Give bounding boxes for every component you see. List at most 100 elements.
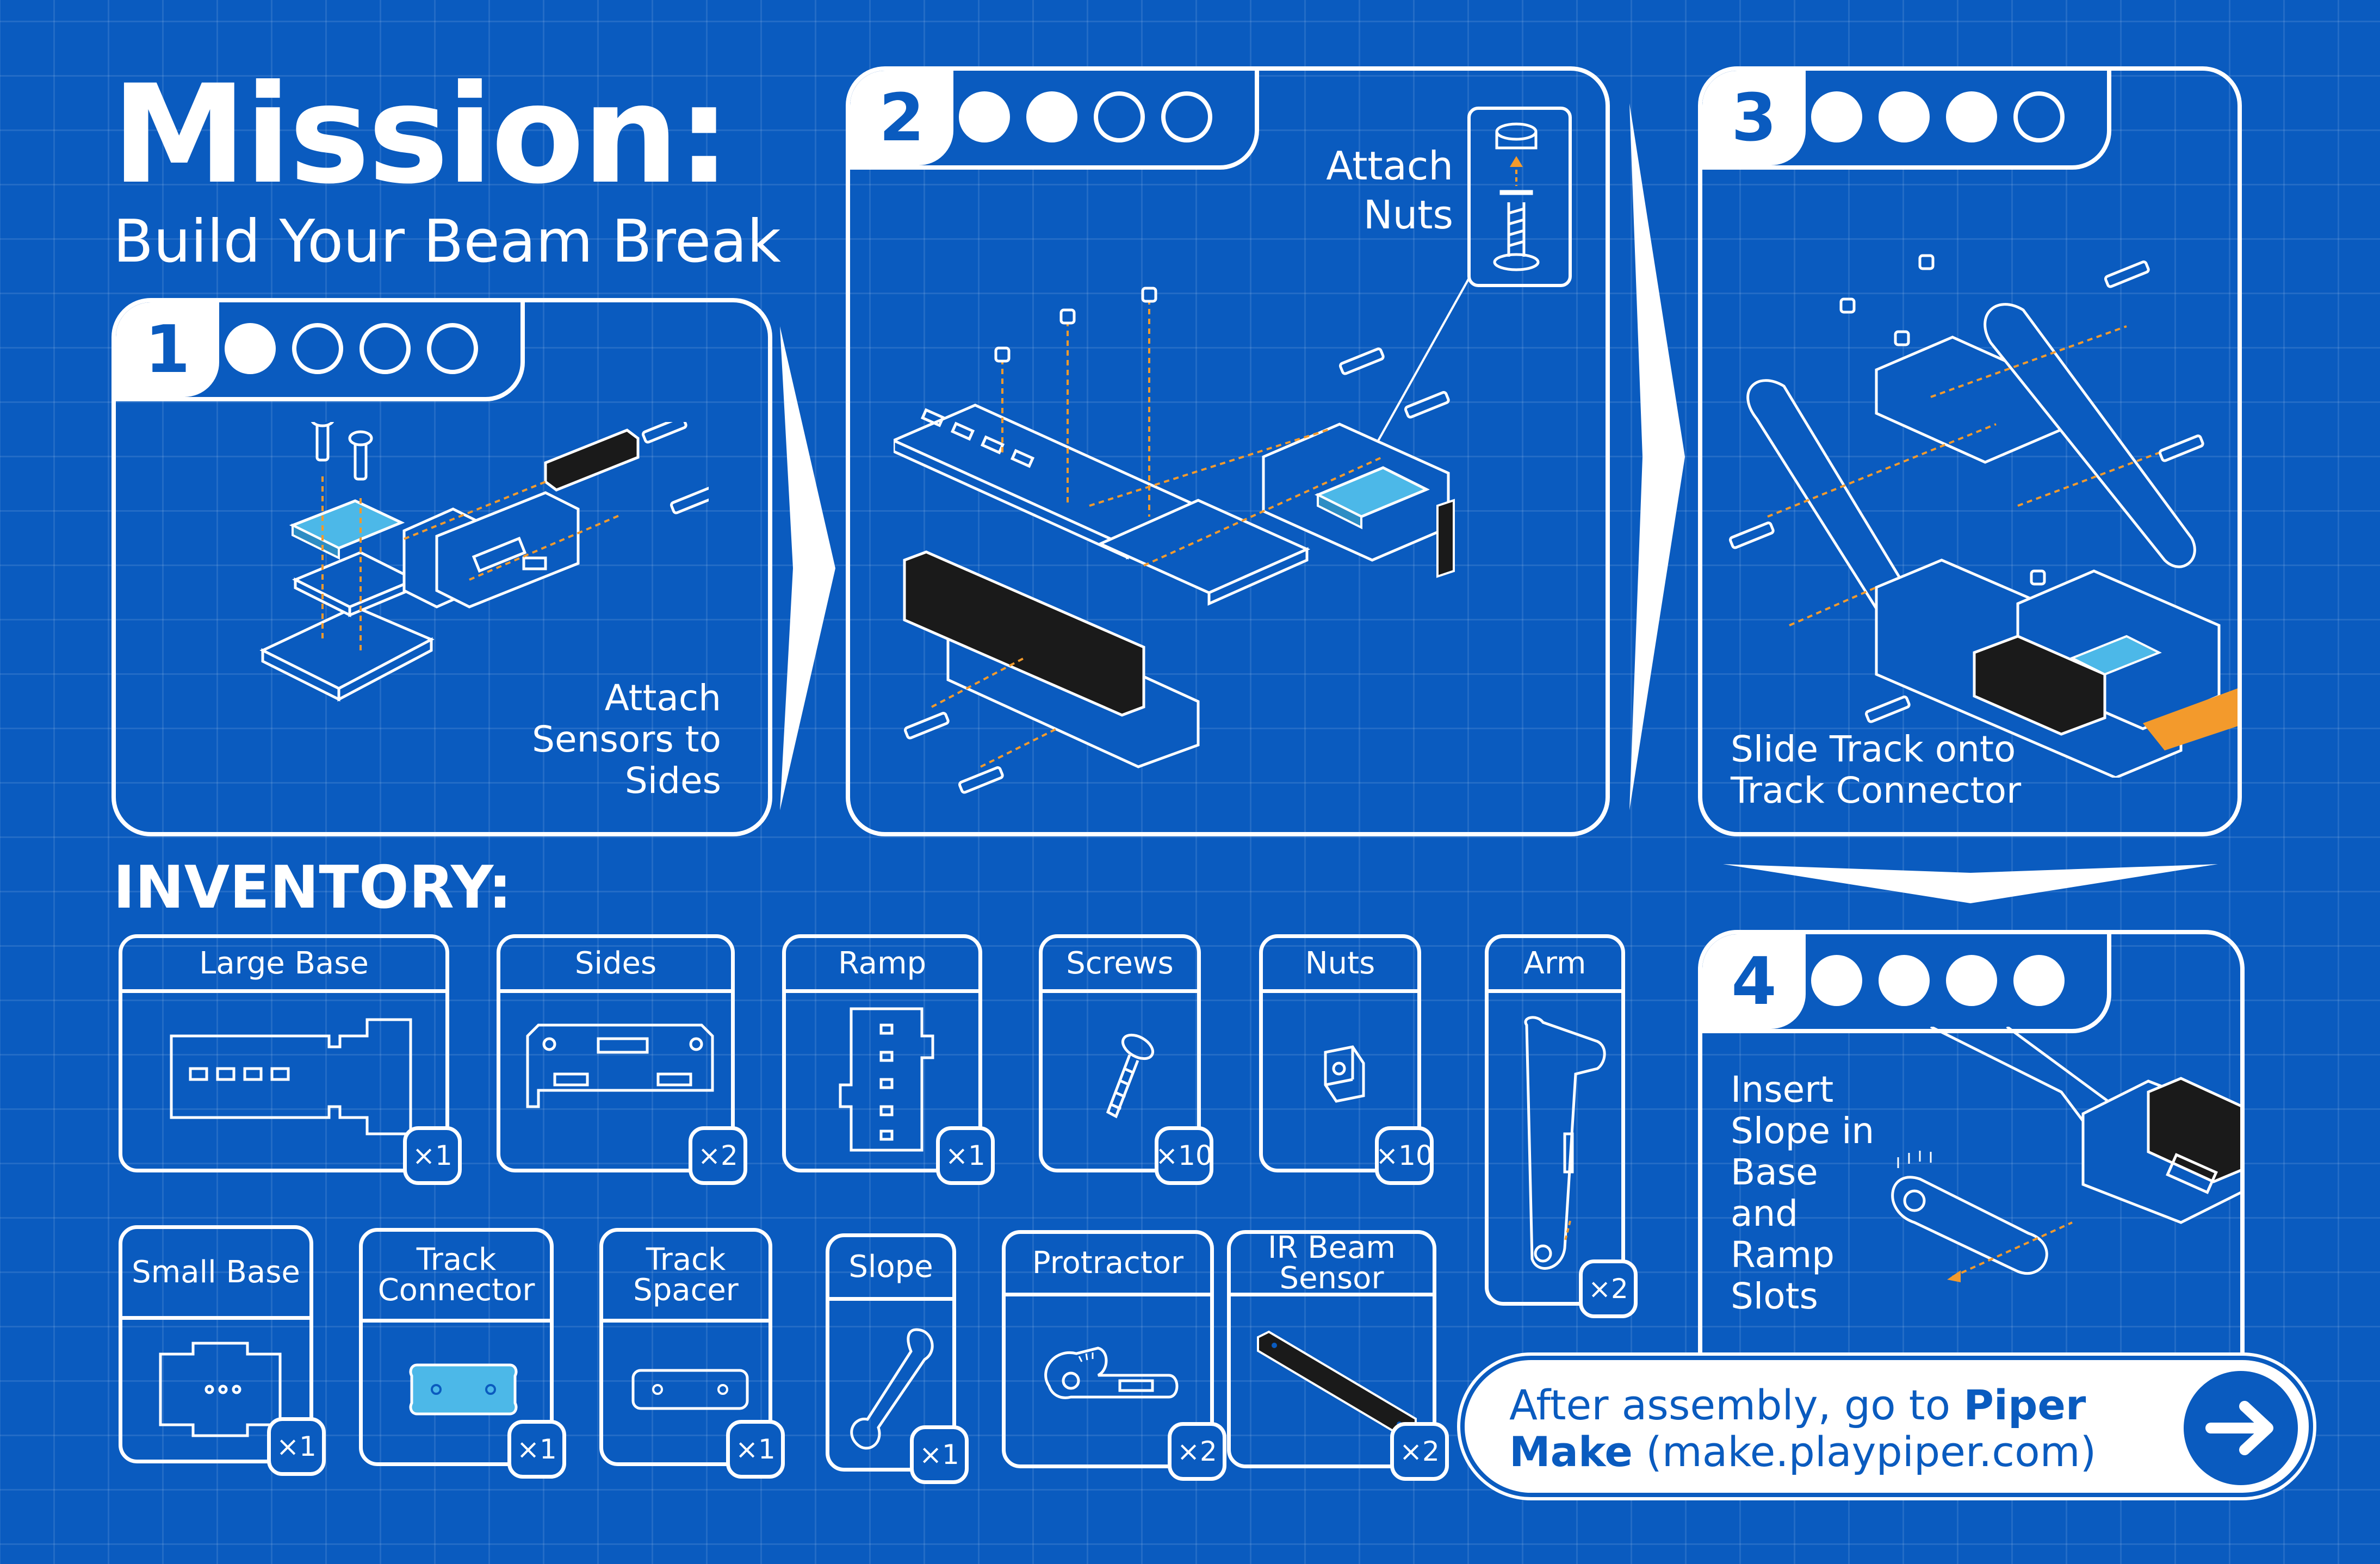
inventory-item-quantity: ×10 (1155, 1126, 1213, 1185)
inventory-item-quantity: ×2 (689, 1126, 747, 1185)
slope-part-icon (850, 1328, 934, 1450)
progress-dot (1946, 91, 1997, 142)
progress-dot (1946, 955, 1997, 1006)
instruction-line: Ramp (1731, 1234, 1835, 1276)
go-button[interactable] (2184, 1371, 2298, 1485)
step-1-panel: 1 (111, 298, 772, 836)
instruction-line: Slots (1731, 1275, 1818, 1317)
instruction-line: Attach (604, 677, 721, 719)
progress-dot (427, 323, 478, 374)
inventory-item-label: Screws (1043, 938, 1197, 993)
progress-dot (1879, 91, 1930, 142)
inventory-item-label: Track Spacer (603, 1232, 768, 1323)
instruction-line: Base (1731, 1151, 1818, 1193)
inventory-item-label: Large Base (122, 938, 445, 993)
cta-brand: Make (1509, 1428, 1633, 1476)
instruction-line: Slope in (1731, 1110, 1875, 1152)
step-4-illustration (1891, 1027, 2240, 1282)
step-2-progress-dots (959, 91, 1212, 142)
inventory-item-slope: Slope ×1 (826, 1233, 969, 1484)
cta-banner[interactable]: After assembly, go to Piper Make (make.pl… (1460, 1356, 2313, 1497)
inventory-item-ir-beam-sensor: IR Beam Sensor ×2 (1227, 1230, 1449, 1481)
ramp-part-icon (839, 1007, 934, 1152)
inventory-item-small-base: Small Base ×1 (119, 1225, 326, 1476)
inventory-item-quantity: ×1 (910, 1425, 969, 1484)
step-1-illustration (259, 422, 709, 702)
sides-part-icon (526, 1023, 714, 1108)
inventory-item-quantity: ×1 (267, 1417, 326, 1476)
instruction-line: Slide Track onto (1731, 728, 2016, 770)
inventory-item-arm: Arm ×2 (1485, 934, 1638, 1318)
instruction-line: Nuts (1363, 192, 1453, 238)
inventory-item-label: Small Base (122, 1229, 309, 1320)
step-1-progress-dots (225, 323, 478, 374)
track-spacer-part-icon (631, 1369, 749, 1410)
cta-text: After assembly, go to Piper Make (make.pl… (1509, 1382, 2135, 1475)
inventory-item-quantity: ×2 (1390, 1422, 1449, 1481)
progress-dot (1094, 91, 1145, 142)
inventory-item-ramp: Ramp ×1 (782, 934, 995, 1185)
progress-dot (1161, 91, 1212, 142)
large-base-part-icon (170, 1018, 412, 1135)
inventory-item-protractor: Protractor ×2 (1002, 1230, 1226, 1481)
inventory-item-label: Protractor (1006, 1234, 1210, 1296)
step-3-progress-dots (1811, 91, 2065, 142)
cta-url[interactable]: (make.playpiper.com) (1632, 1428, 2097, 1476)
progress-dot (1811, 91, 1862, 142)
progress-dot (225, 323, 276, 374)
chevron-right-icon (780, 326, 835, 810)
inventory-item-nuts: Nuts ×10 (1259, 934, 1434, 1185)
step-3-panel: 3 (1698, 66, 2242, 836)
progress-dot (2013, 955, 2065, 1006)
progress-dot (1811, 955, 1862, 1006)
small-base-part-icon (159, 1342, 282, 1437)
inventory-item-track-connector: Track Connector ×1 (359, 1228, 566, 1479)
progress-dot (2013, 91, 2065, 142)
step-2-number: 2 (850, 71, 953, 165)
inventory-item-large-base: Large Base ×1 (119, 934, 462, 1185)
step-4-progress-dots (1811, 955, 2065, 1006)
inventory-item-label: IR Beam Sensor (1231, 1233, 1433, 1296)
step-1-number: 1 (116, 302, 219, 397)
instruction-line: and (1731, 1193, 1799, 1234)
step-3-header: 3 (1702, 71, 2111, 170)
step-2-header: 2 (850, 71, 1259, 170)
inventory-item-label: Slope (829, 1237, 952, 1301)
instruction-line: Track Connector (1731, 769, 2022, 811)
inventory-item-quantity: ×1 (403, 1126, 462, 1185)
instruction-line: Sensors to (532, 718, 721, 760)
step-4-panel: 4 Insert Slope in Base and Ramp Slots (1698, 930, 2245, 1419)
inventory-item-quantity: ×1 (726, 1420, 785, 1479)
inventory-item-track-spacer: Track Spacer ×1 (599, 1228, 785, 1479)
step-1-header: 1 (116, 302, 525, 401)
inventory-item-label: Arm (1489, 938, 1621, 993)
step-3-instruction: Slide Track onto Track Connector (1731, 729, 2021, 811)
progress-dot (959, 91, 1010, 142)
page-title: Mission: (111, 55, 731, 214)
inventory-item-label: Nuts (1263, 938, 1417, 993)
step-4-number: 4 (1702, 934, 1806, 1029)
inventory-item-sides: Sides ×2 (497, 934, 747, 1185)
inventory-item-label: Track Connector (363, 1232, 550, 1323)
inventory-item-screws: Screws ×10 (1039, 934, 1213, 1185)
instruction-line: Sides (624, 760, 721, 802)
step-3-number: 3 (1702, 71, 1806, 165)
instruction-line: Insert (1731, 1069, 1834, 1110)
step-4-header: 4 (1702, 934, 2111, 1033)
inventory-item-quantity: ×10 (1375, 1126, 1434, 1185)
chevron-right-icon (1629, 103, 1685, 810)
cta-brand: Piper (1963, 1381, 2086, 1429)
inventory-item-quantity: ×2 (1579, 1259, 1638, 1318)
progress-dot (1026, 91, 1077, 142)
progress-dot (360, 323, 411, 374)
page-subtitle: Build Your Beam Break (113, 208, 781, 276)
step-1-instruction: Attach Sensors to Sides (532, 678, 721, 802)
progress-dot (292, 323, 343, 374)
nut-part-icon (1324, 1045, 1365, 1103)
protractor-part-icon (1044, 1346, 1179, 1399)
cta-prefix: After assembly, go to (1509, 1381, 1964, 1429)
inventory-item-label: Ramp (786, 938, 978, 993)
screw-part-icon (1106, 1033, 1154, 1119)
inventory-item-quantity: ×1 (507, 1420, 566, 1479)
chevron-down-icon (1723, 864, 2218, 903)
